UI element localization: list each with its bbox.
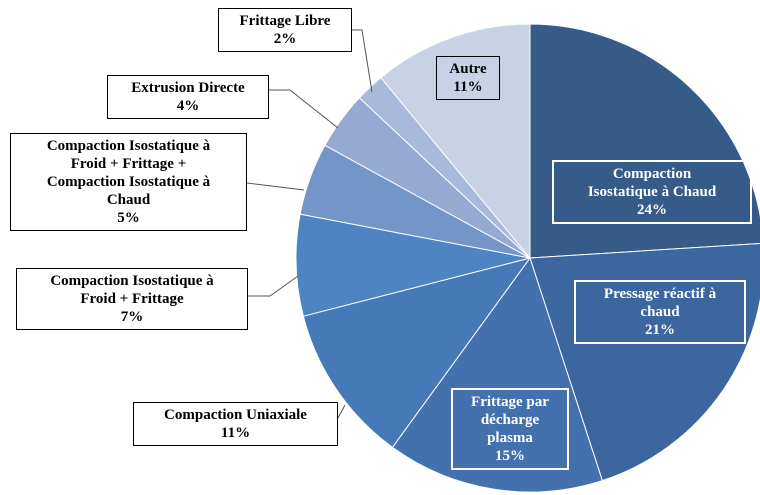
value-label: 2% <box>273 31 297 47</box>
category-label: Extrusion Directe <box>131 80 245 96</box>
slice-label: Compaction Isostatique à Chaud 24% <box>552 160 752 224</box>
value-label: 21% <box>645 322 675 338</box>
slice-label: Autre 11% <box>436 56 500 100</box>
pie-slice <box>295 213 531 317</box>
value-label: 4% <box>176 98 200 114</box>
slice-label: Extrusion Directe 4% <box>107 75 269 119</box>
leader-line <box>248 275 299 297</box>
leader-line <box>337 404 346 419</box>
value-label: 5% <box>117 210 140 226</box>
pie-slice <box>380 23 531 260</box>
leader-line <box>352 29 373 93</box>
slice-label: Frittage par décharge plasma 15% <box>451 388 569 470</box>
pie-slice <box>391 256 603 493</box>
value-label: 24% <box>637 202 667 218</box>
pie-slice <box>302 257 532 449</box>
pie-slice <box>529 23 760 259</box>
category-label: Autre <box>449 61 487 77</box>
value-label: 11% <box>220 425 251 441</box>
slice-label: Frittage Libre 2% <box>218 8 352 52</box>
category-label: Frittage Libre <box>239 13 331 29</box>
leader-line <box>246 182 305 191</box>
category-label: Frittage par décharge plasma <box>471 394 549 446</box>
category-label: Compaction Uniaxiale <box>164 407 307 423</box>
value-label: 11% <box>453 79 483 95</box>
value-label: 15% <box>495 448 525 464</box>
category-label: Compaction Isostatique à Froid + Frittag… <box>46 138 211 208</box>
category-label: Compaction Isostatique à Froid + Frittag… <box>50 273 214 307</box>
slice-label: Compaction Uniaxiale 11% <box>133 402 338 446</box>
value-label: 7% <box>120 309 144 325</box>
category-label: Pressage réactif à chaud <box>603 286 717 320</box>
leader-line <box>269 89 339 129</box>
pie-slice <box>529 243 760 482</box>
slice-label: Pressage réactif à chaud 21% <box>574 280 746 344</box>
slice-label: Compaction Isostatique à Froid + Frittag… <box>10 133 247 231</box>
category-label: Compaction Isostatique à Chaud <box>587 166 717 200</box>
slice-label: Compaction Isostatique à Froid + Frittag… <box>16 268 248 330</box>
